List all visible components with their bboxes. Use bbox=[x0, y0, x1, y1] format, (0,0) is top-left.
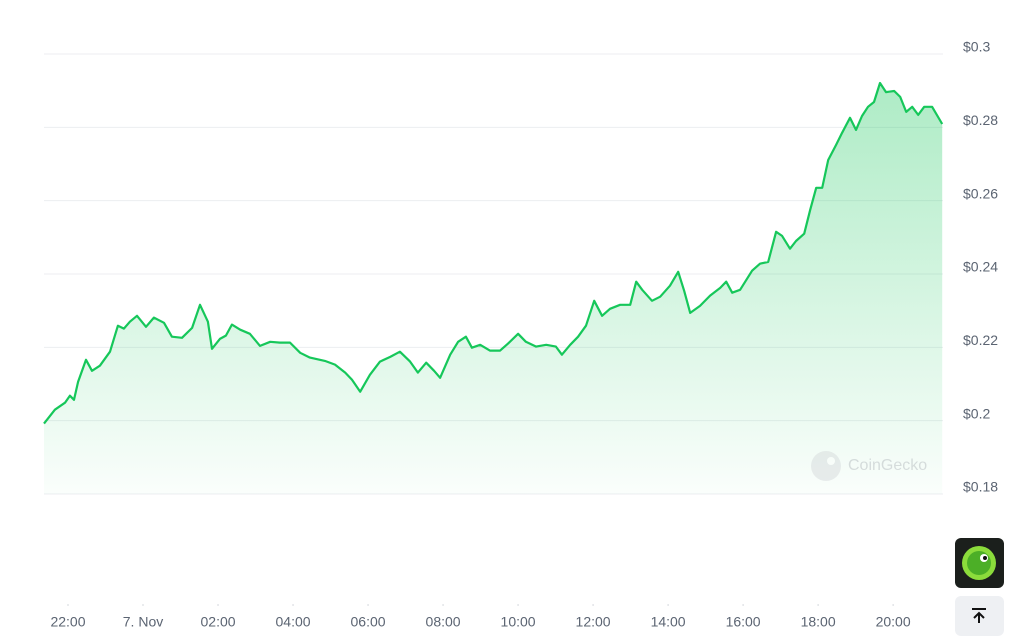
gecko-button[interactable] bbox=[955, 538, 1004, 588]
x-tick-label: 08:00 bbox=[426, 614, 461, 630]
y-tick-label: $0.22 bbox=[963, 332, 998, 348]
y-tick-label: $0.24 bbox=[963, 259, 998, 275]
y-tick-label: $0.3 bbox=[963, 39, 990, 55]
area-fill bbox=[44, 83, 943, 494]
y-tick-label: $0.26 bbox=[963, 185, 998, 201]
x-tick-label: 7. Nov bbox=[123, 614, 163, 630]
x-tick-label: 10:00 bbox=[501, 614, 536, 630]
watermark-text: CoinGecko bbox=[848, 457, 927, 474]
y-tick-label: $0.28 bbox=[963, 112, 998, 128]
price-line bbox=[43, 81, 944, 425]
x-tick-label: 20:00 bbox=[876, 614, 911, 630]
x-tick-label: 06:00 bbox=[351, 614, 386, 630]
x-tick-label: 02:00 bbox=[201, 614, 236, 630]
x-tick-label: 14:00 bbox=[651, 614, 686, 630]
x-tick-label: 22:00 bbox=[50, 614, 85, 630]
y-tick-label: $0.18 bbox=[963, 479, 998, 495]
scroll-top-button[interactable] bbox=[955, 596, 1004, 636]
x-tick-label: 18:00 bbox=[801, 614, 836, 630]
x-tick-label: 04:00 bbox=[276, 614, 311, 630]
y-tick-label: $0.2 bbox=[963, 405, 990, 421]
watermark: CoinGecko bbox=[811, 451, 927, 481]
x-tick-label: 12:00 bbox=[576, 614, 611, 630]
x-tick-label: 16:00 bbox=[726, 614, 761, 630]
